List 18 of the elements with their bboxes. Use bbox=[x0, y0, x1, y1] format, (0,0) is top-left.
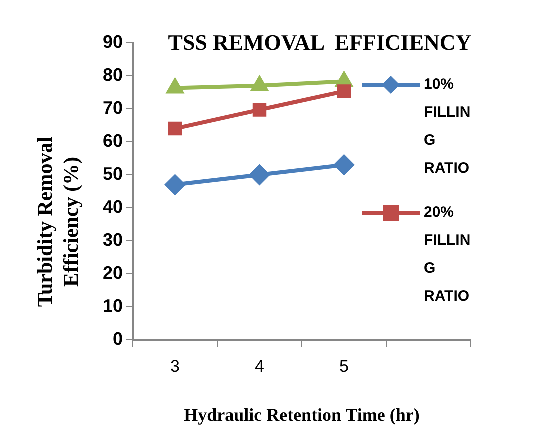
x-axis-title: Hydraulic Retention Time (hr) bbox=[183, 405, 421, 426]
y-tick-label: 40 bbox=[102, 196, 123, 217]
legend-label: 20% FILLING RATIO bbox=[424, 203, 472, 307]
x-tick-label: 5 bbox=[340, 356, 349, 376]
y-tick-label: 60 bbox=[102, 130, 123, 151]
x-tick-label: 4 bbox=[255, 356, 264, 376]
y-tick-label: 80 bbox=[102, 64, 123, 85]
y-tick-label: 10 bbox=[102, 296, 123, 316]
x-tick-label: 3 bbox=[170, 356, 180, 376]
y-tick-label: 90 bbox=[102, 32, 123, 52]
legend-label: 10% FILLING RATIO bbox=[424, 75, 472, 179]
y-tick-label: 30 bbox=[102, 230, 123, 250]
y-tick-label: 20 bbox=[102, 262, 123, 283]
y-tick-label: 0 bbox=[112, 328, 123, 349]
y-tick-label: 50 bbox=[102, 164, 123, 184]
chart-title: TSS REMOVAL EFFICIENCY bbox=[168, 30, 472, 55]
y-axis-title: Turbidity Removal Efficiency (%) bbox=[32, 136, 84, 310]
y-tick-label: 70 bbox=[102, 98, 123, 118]
